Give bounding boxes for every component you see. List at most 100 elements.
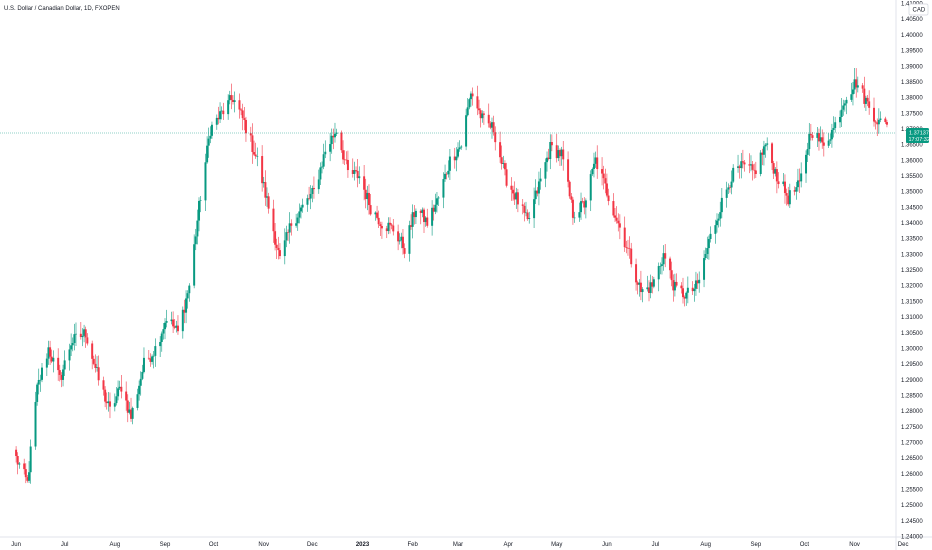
candle — [447, 160, 450, 178]
candle — [523, 202, 526, 222]
candle-body — [215, 117, 218, 125]
candle-body — [52, 357, 55, 362]
candle — [86, 333, 89, 346]
candle — [830, 123, 833, 148]
candle — [70, 333, 73, 357]
candle-body — [288, 223, 291, 233]
price-tick-label: 1.33500 — [901, 237, 923, 243]
candle-body — [249, 133, 252, 136]
candle — [367, 184, 370, 215]
candle — [861, 82, 864, 93]
candle-body — [351, 170, 354, 174]
candle-body — [764, 144, 767, 147]
candle — [832, 116, 835, 138]
candle — [771, 142, 774, 171]
candle — [819, 126, 822, 144]
candle — [23, 458, 26, 475]
candle — [403, 243, 406, 259]
candle — [251, 123, 254, 164]
candle — [546, 151, 549, 172]
candle-body — [238, 100, 241, 110]
candle-body — [232, 99, 234, 102]
candle — [60, 372, 63, 388]
candle — [605, 173, 608, 198]
candle — [879, 111, 882, 123]
candle-body — [380, 226, 383, 229]
candle-body — [626, 247, 629, 249]
candle-body — [322, 154, 325, 167]
currency-box[interactable]: CAD — [908, 3, 929, 16]
candle-body — [74, 333, 77, 335]
candle-body — [469, 93, 472, 100]
price-tick-label: 1.40000 — [901, 33, 923, 39]
candle — [822, 132, 825, 157]
candle — [766, 137, 769, 151]
candle — [222, 102, 225, 120]
candle-body — [81, 335, 84, 338]
candle — [431, 200, 434, 236]
price-tick-label: 1.24500 — [901, 519, 923, 525]
candle — [691, 281, 694, 295]
candle — [131, 406, 134, 425]
candle — [113, 393, 116, 412]
price-tick-label: 1.31000 — [901, 315, 923, 321]
candle — [856, 76, 859, 93]
candle — [265, 187, 268, 207]
candle-body — [154, 346, 157, 356]
candle-body — [573, 217, 576, 219]
candle — [159, 336, 162, 357]
candle-body — [414, 210, 417, 218]
time-tick-label: Nov — [258, 542, 269, 548]
candle-body — [356, 170, 359, 179]
candle — [45, 353, 48, 376]
candle — [244, 116, 247, 142]
candle-body — [698, 279, 701, 284]
candle-body — [115, 396, 118, 404]
candle — [79, 322, 82, 340]
candle-body — [490, 122, 493, 128]
candle-body — [884, 118, 887, 123]
time-tick-label: Sep — [750, 542, 761, 548]
candle-body — [435, 198, 438, 205]
candle-body — [694, 280, 697, 289]
candle-body — [183, 309, 186, 313]
candle — [285, 225, 288, 248]
candle — [683, 295, 686, 307]
candle — [15, 446, 18, 463]
candle-body — [447, 170, 450, 175]
candle-body — [581, 201, 584, 202]
candle-body — [413, 212, 416, 218]
candle-body — [725, 189, 728, 198]
candle-body — [363, 176, 366, 190]
candle-body — [537, 181, 540, 194]
price-axis[interactable]: 1.410001.405001.400001.395001.390001.385… — [901, 2, 923, 541]
candle — [512, 185, 515, 201]
candle-body — [515, 192, 518, 200]
candle-body — [437, 197, 440, 199]
candle — [686, 276, 689, 304]
candle-body — [57, 357, 60, 371]
candle — [125, 381, 128, 411]
candle-body — [358, 176, 361, 179]
candle — [884, 116, 887, 125]
candle-body — [50, 356, 53, 362]
candle-body — [499, 142, 502, 158]
candle-body — [387, 222, 390, 232]
candle-body — [329, 144, 332, 152]
candle — [376, 205, 379, 220]
candle — [346, 150, 349, 178]
candle — [238, 93, 241, 119]
candle-body — [754, 170, 757, 175]
candle — [589, 170, 592, 212]
candle — [183, 299, 186, 324]
time-axis[interactable]: Jun Jul Aug Sep Oct Nov Dec 2023 Feb Mar Apr May Jun… — [11, 542, 908, 548]
price-tick-label: 1.37500 — [901, 111, 923, 117]
candle — [71, 337, 74, 352]
candle-body — [861, 85, 864, 89]
candle — [706, 236, 709, 260]
candle — [458, 140, 461, 152]
candle — [287, 229, 290, 242]
candle-body — [811, 135, 814, 138]
candle — [342, 140, 345, 164]
